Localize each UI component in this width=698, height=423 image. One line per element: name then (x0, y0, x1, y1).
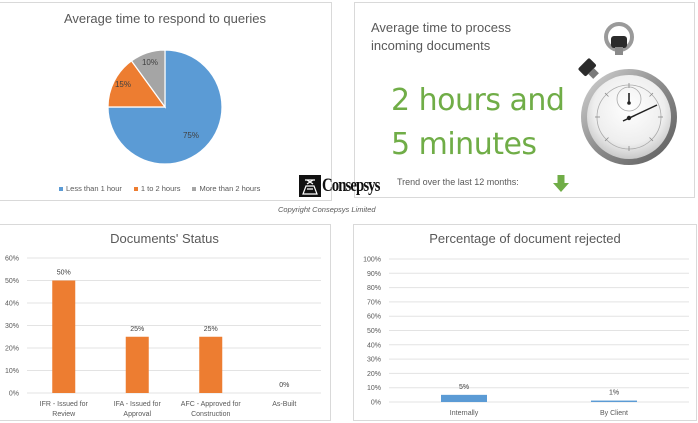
legend-swatch (59, 186, 63, 191)
bar (125, 336, 149, 393)
pie-slice (107, 49, 223, 165)
documents-status-panel: Documents' Status 0% 10% 20% 30% 40% 50% 60% 50… (0, 224, 331, 421)
y-tick-label: 50% (5, 278, 19, 285)
processing-time-value-line2: 5 minutes (391, 127, 537, 162)
pie-data-label: 15% (115, 80, 131, 89)
trend-label: Trend over the last 12 months: (397, 177, 519, 187)
y-tick-label: 10% (5, 368, 19, 375)
bar-data-label: 25% (204, 326, 218, 333)
documents-status-chart: 0% 10% 20% 30% 40% 50% 60% 50% IFR - Issued for R… (5, 256, 321, 418)
rejected-title: Percentage of document rejected (429, 231, 621, 246)
pie-data-label: 10% (142, 58, 158, 67)
y-tick-label: 90% (367, 271, 381, 278)
legend-label: Less than 1 hour (66, 184, 122, 193)
bar-data-label: 5% (459, 384, 469, 391)
y-tick-label: 80% (367, 285, 381, 292)
bar-data-label: 0% (279, 382, 289, 389)
legend-swatch (192, 186, 197, 191)
y-tick-label: 40% (367, 342, 381, 349)
y-tick-label: 0% (9, 391, 19, 398)
rejected-panel: Percentage of document rejected 0% 10% 20%… (353, 224, 697, 421)
bar (441, 394, 487, 402)
x-category-label: IFA - Issued for (114, 401, 162, 408)
x-category-label: IFR - Issued for (40, 401, 89, 408)
x-category-label: AFC - Approved for (181, 401, 242, 408)
x-category-label: Approval (123, 411, 151, 418)
down-arrow-icon (553, 175, 569, 192)
pie-slice (130, 49, 166, 109)
legend-swatch (133, 186, 138, 191)
bar-data-label: 1% (609, 390, 619, 397)
y-tick-label: 10% (367, 385, 381, 392)
y-tick-label: 50% (367, 328, 381, 335)
bar (591, 400, 637, 402)
legend-item-less-than-1-hour: Less than 1 hour (59, 184, 122, 193)
y-tick-label: 30% (367, 357, 381, 364)
pie-chart: 75% 15% 10% (107, 49, 223, 165)
processing-time-title: Average time to process incoming documen… (371, 20, 511, 53)
logo-text: Consepsys (322, 175, 380, 196)
stopwatch-icon (578, 22, 677, 165)
legend-item-more-than-2-hours: More than 2 hours (192, 184, 260, 193)
y-tick-label: 20% (367, 371, 381, 378)
pie-data-label: 75% (183, 131, 199, 140)
bar (52, 280, 76, 393)
legend-label: 1 to 2 hours (140, 184, 181, 193)
processing-time-value: 2 hours and 5 minutes (391, 79, 591, 167)
y-tick-label: 70% (367, 299, 381, 306)
documents-status-title: Documents' Status (110, 231, 219, 246)
processing-time-value-line1: 2 hours and (391, 83, 565, 118)
y-tick-label: 40% (5, 301, 19, 308)
y-tick-label: 0% (371, 400, 381, 407)
bar-data-label: 50% (57, 270, 71, 277)
copyright-text: Copyright Consepsys Limited (278, 205, 376, 214)
consepsys-logo: Consepsys (299, 175, 389, 213)
x-category-label: Construction (191, 411, 230, 418)
pie-chart-title: Average time to respond to queries (63, 11, 267, 26)
y-tick-label: 60% (5, 256, 19, 263)
bar-data-label: 25% (130, 326, 144, 333)
rejected-chart: 0% 10% 20% 30% 40% 50% 60% 70% 80% 90% 100% 5% Inter… (363, 257, 689, 417)
processing-time-panel: Average time to process incoming documen… (354, 2, 695, 198)
legend-label: More than 2 hours (199, 184, 261, 193)
y-tick-label: 20% (5, 346, 19, 353)
bar (199, 336, 223, 393)
pie-slice (107, 60, 167, 108)
y-tick-label: 30% (5, 323, 19, 330)
pie-chart-panel: Average time to respond to queries 75% 15… (0, 2, 332, 201)
pie-legend: Less than 1 hour 1 to 2 hours More than … (59, 184, 260, 193)
x-category-label: Internally (450, 410, 479, 417)
y-tick-label: 60% (367, 314, 381, 321)
x-category-label: By Client (600, 410, 628, 417)
legend-item-1-to-2-hours: 1 to 2 hours (133, 184, 181, 193)
y-tick-label: 100% (363, 257, 381, 264)
x-category-label: Review (52, 411, 76, 418)
logo-mark-icon (299, 175, 321, 197)
x-category-label: As-Built (272, 401, 296, 408)
